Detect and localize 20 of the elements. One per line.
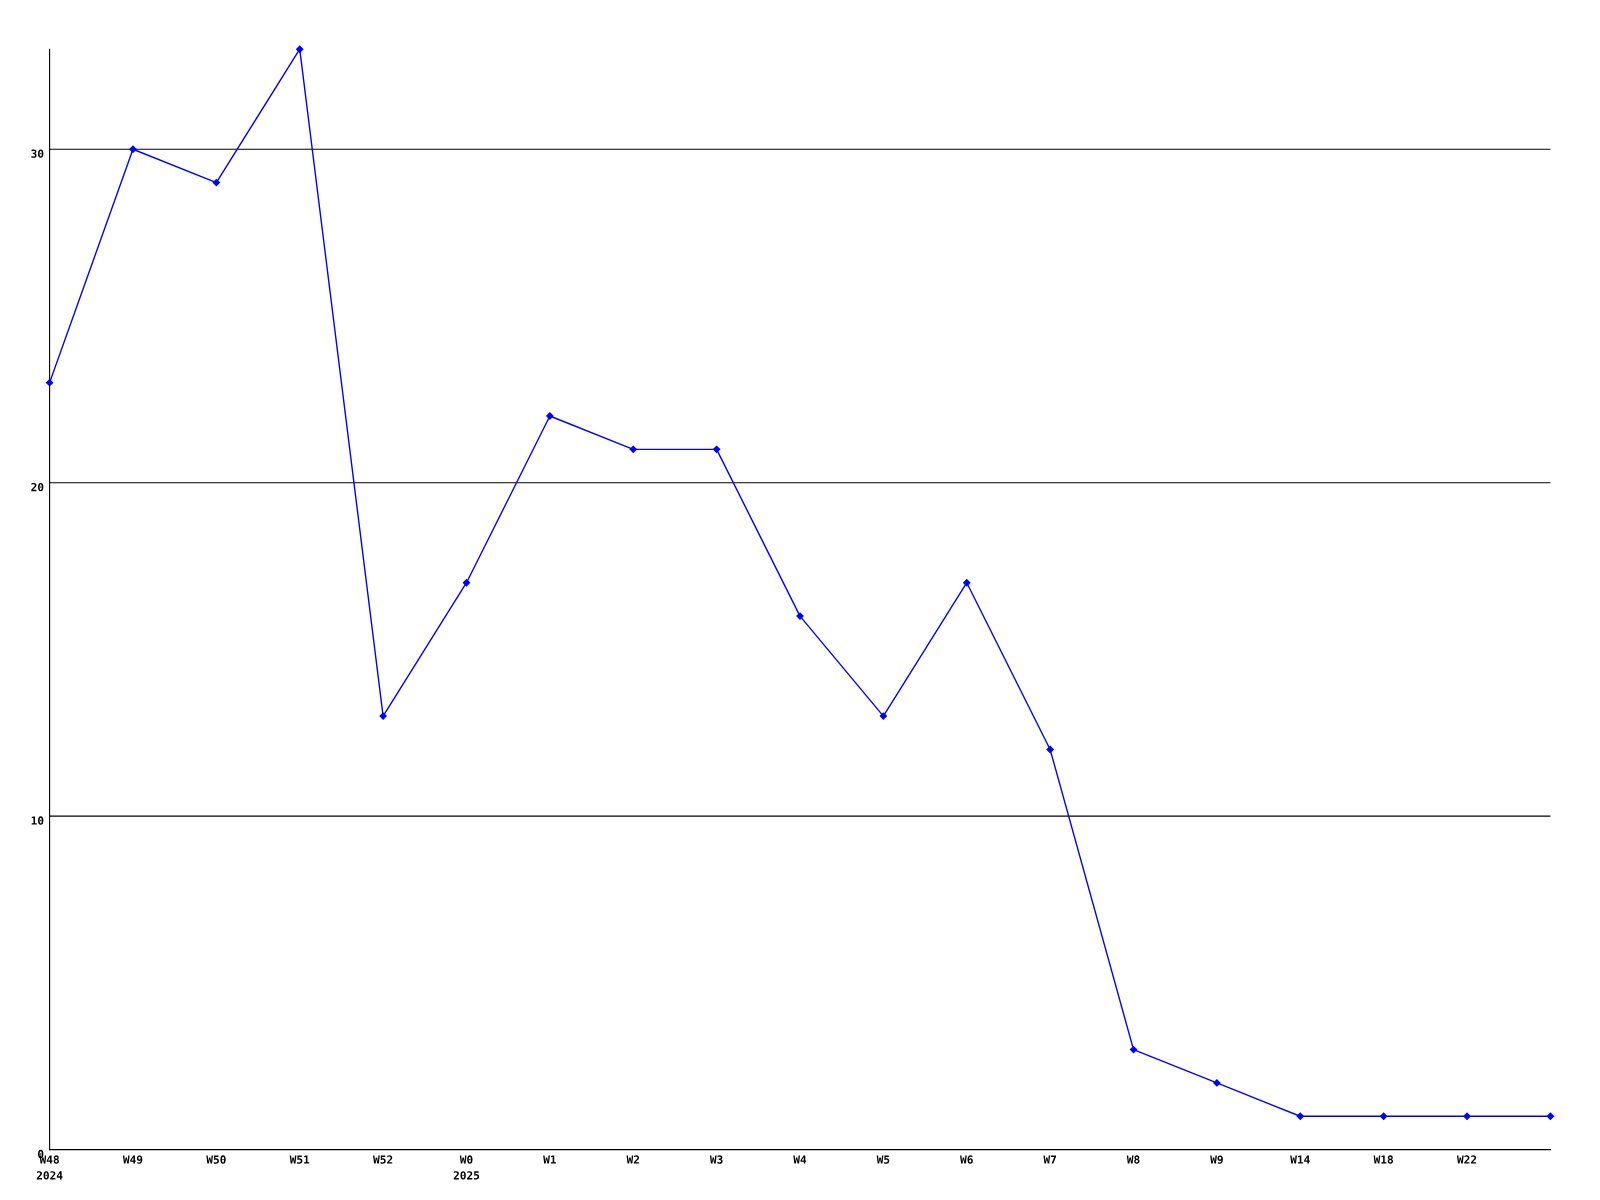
x-tick-label: W0 2025 xyxy=(453,1155,480,1180)
x-tick-label: W9 xyxy=(1210,1155,1223,1164)
x-tick-label: W3 xyxy=(709,1155,723,1164)
x-tick-label: W52 xyxy=(373,1155,393,1164)
x-tick-label: W51 xyxy=(289,1155,310,1164)
x-tick-label: W1 xyxy=(543,1155,557,1164)
x-tick-label: W14 xyxy=(1290,1155,1310,1164)
y-tick-label: 20 xyxy=(31,482,44,492)
x-tick-label: W22 xyxy=(1456,1155,1477,1164)
x-tick-label: W18 xyxy=(1373,1155,1393,1164)
x-tick-label: W6 xyxy=(960,1155,973,1164)
x-tick-label: W50 xyxy=(206,1155,226,1164)
x-tick-label: W4 xyxy=(793,1155,807,1164)
y-tick-label: 10 xyxy=(31,816,44,825)
x-tick-label: W7 xyxy=(1043,1155,1056,1164)
x-tick-label: W49 xyxy=(122,1155,143,1164)
y-tick-label: 30 xyxy=(31,149,44,158)
x-tick-label: W2 xyxy=(626,1155,640,1164)
x-tick-label: W5 xyxy=(876,1155,890,1164)
x-tick-label: W8 xyxy=(1126,1155,1140,1164)
